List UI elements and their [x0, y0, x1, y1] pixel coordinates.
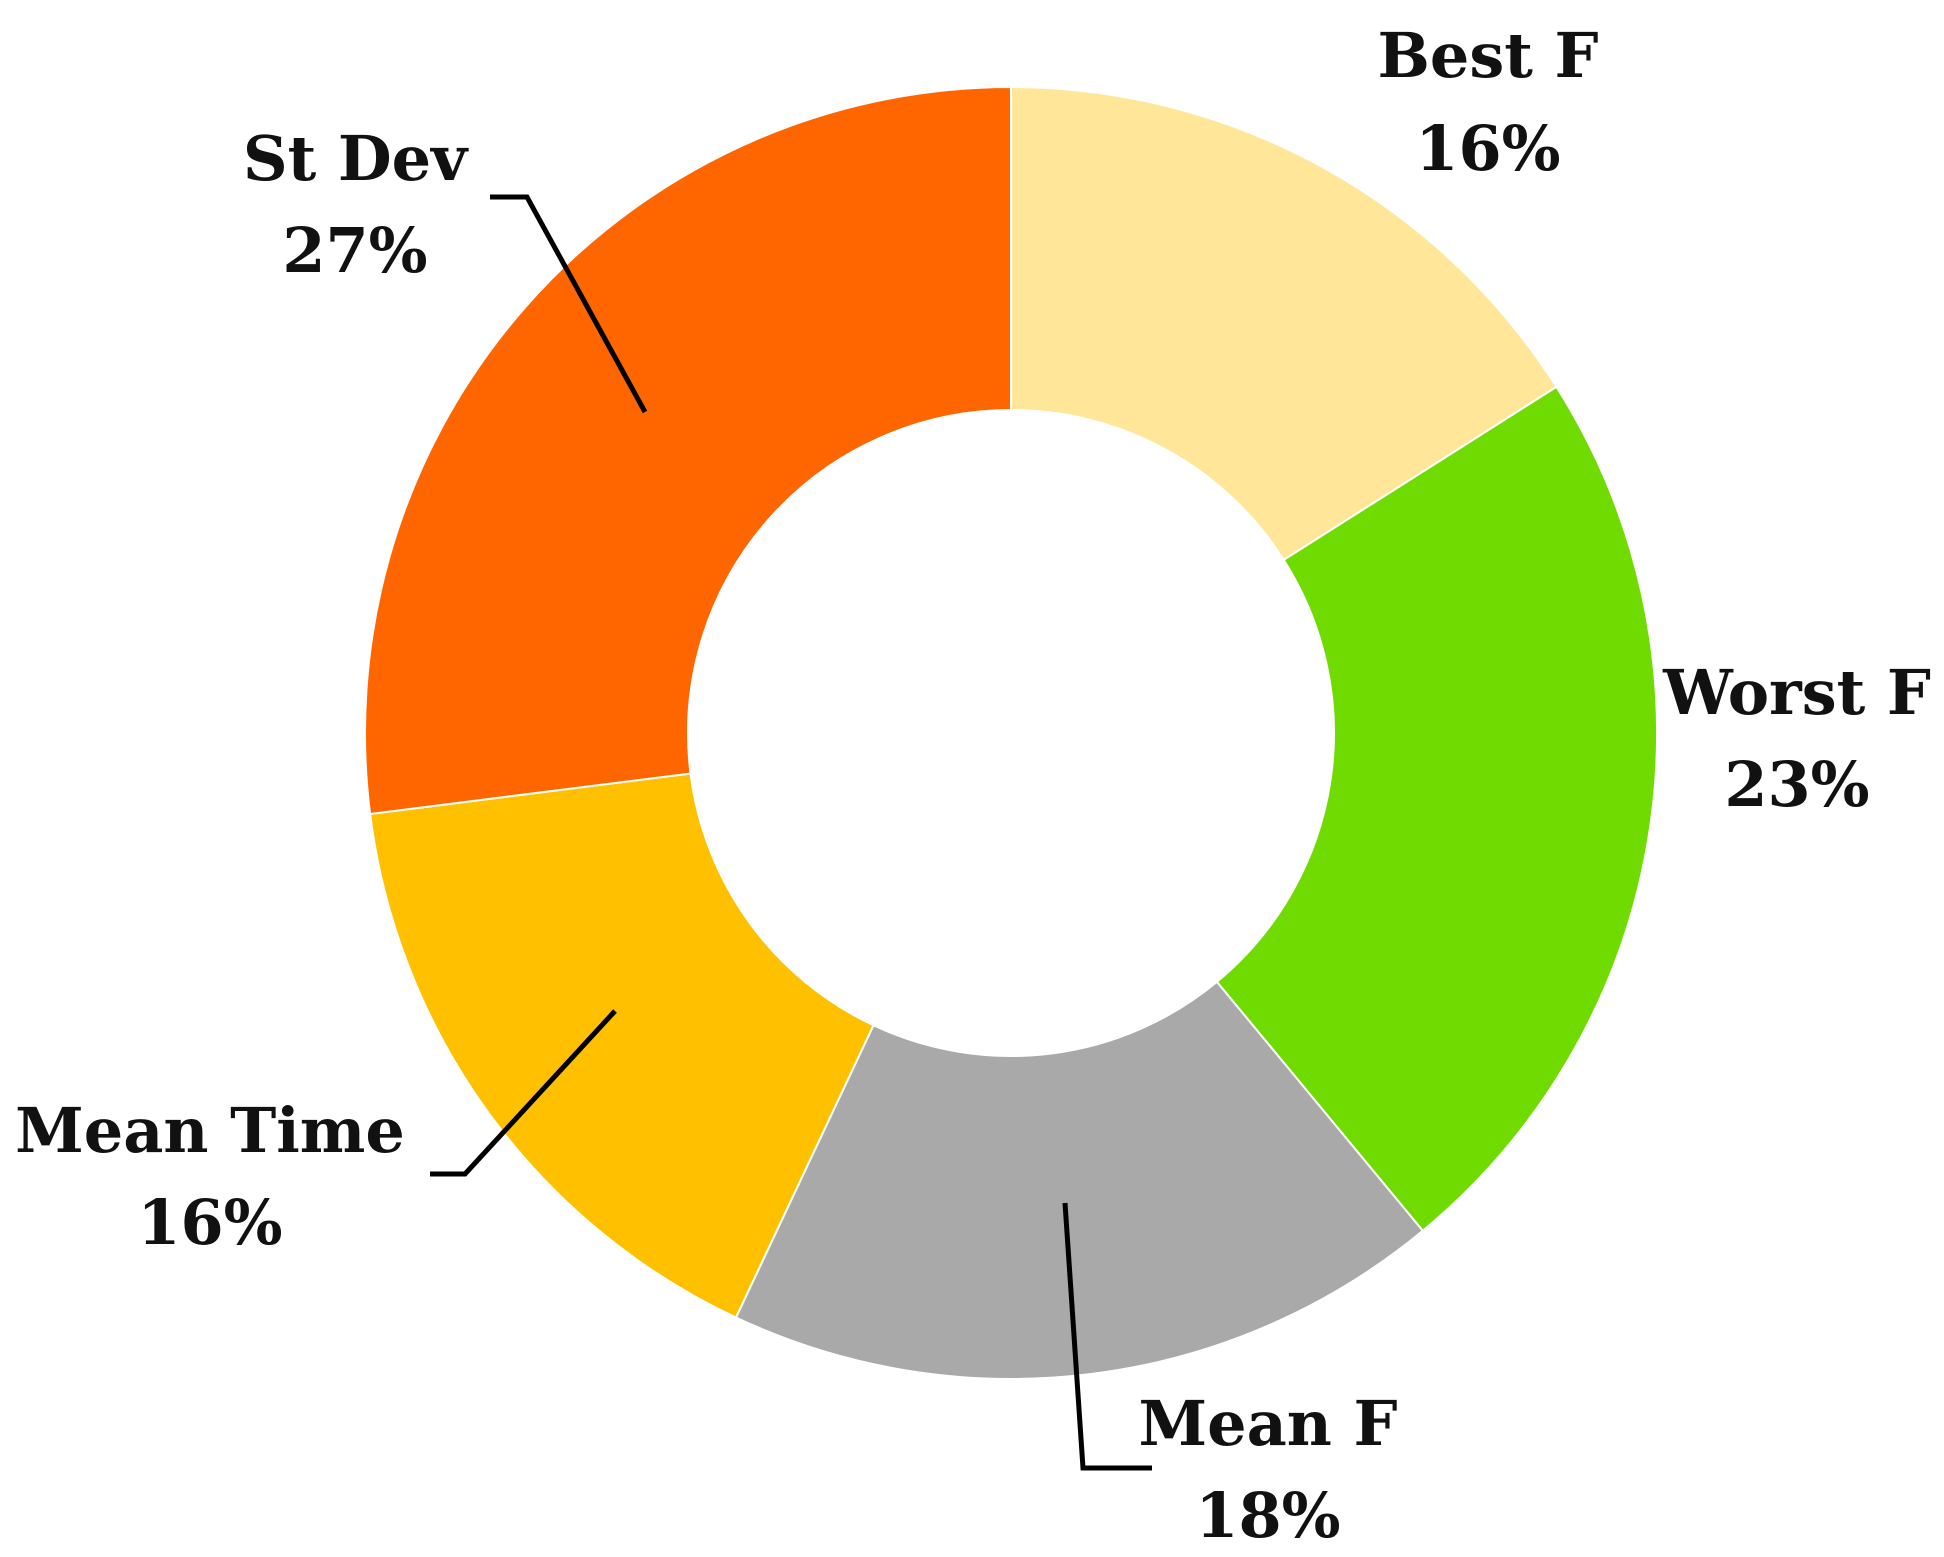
label-mean-f-value: 18%: [1195, 1479, 1340, 1552]
leader-line-mean-f: [1062, 1202, 1152, 1471]
label-worst-f-value: 23%: [1724, 748, 1869, 821]
slice-worst-f: [1215, 385, 1658, 1233]
slice-mean-f: [734, 980, 1425, 1380]
label-best-f: Best F 16%: [1378, 19, 1599, 185]
label-worst-f: Worst F 23%: [1662, 656, 1931, 821]
label-mean-time-value: 16%: [137, 1186, 282, 1259]
leader-line-mean-time: [430, 1009, 617, 1177]
label-mean-f-name: Mean F: [1139, 1387, 1398, 1460]
label-worst-f-name: Worst F: [1662, 656, 1931, 729]
label-mean-time-name: Mean Time: [15, 1094, 405, 1167]
label-mean-time: Mean Time 16%: [15, 1094, 405, 1259]
label-st-dev-name: St Dev: [243, 122, 469, 195]
slice-best-f: [1010, 85, 1558, 562]
label-best-f-value: 16%: [1415, 112, 1560, 185]
leader-line-st-dev: [490, 194, 648, 414]
slice-st-dev: [364, 85, 1012, 816]
donut-slices: [364, 85, 1658, 1380]
label-st-dev: St Dev 27%: [243, 122, 469, 287]
label-best-f-name: Best F: [1378, 19, 1599, 92]
label-mean-f: Mean F 18%: [1139, 1387, 1398, 1552]
label-st-dev-value: 27%: [282, 214, 427, 287]
slice-mean-time: [368, 772, 875, 1319]
